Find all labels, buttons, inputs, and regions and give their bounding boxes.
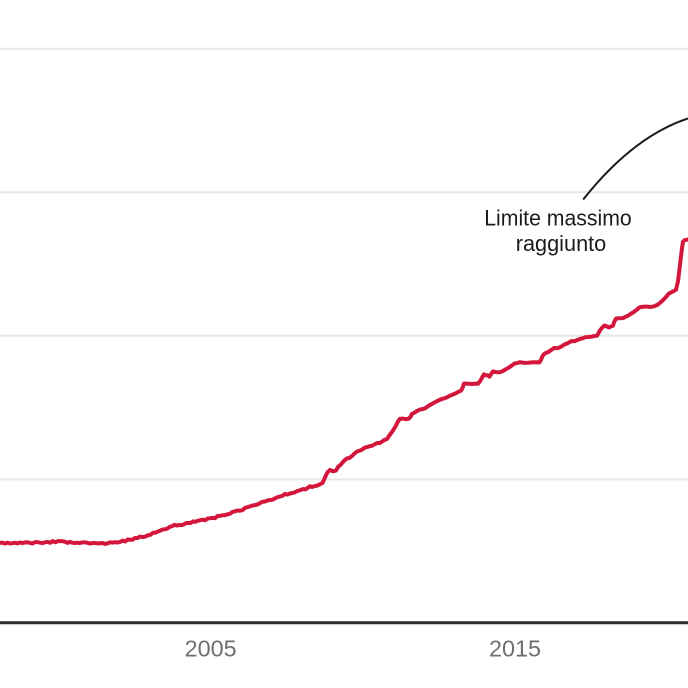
svg-text:2015: 2015 [489,636,541,662]
svg-text:2005: 2005 [185,636,237,662]
svg-text:Limite massimo: Limite massimo [484,205,632,230]
svg-text:raggiunto: raggiunto [516,231,607,256]
